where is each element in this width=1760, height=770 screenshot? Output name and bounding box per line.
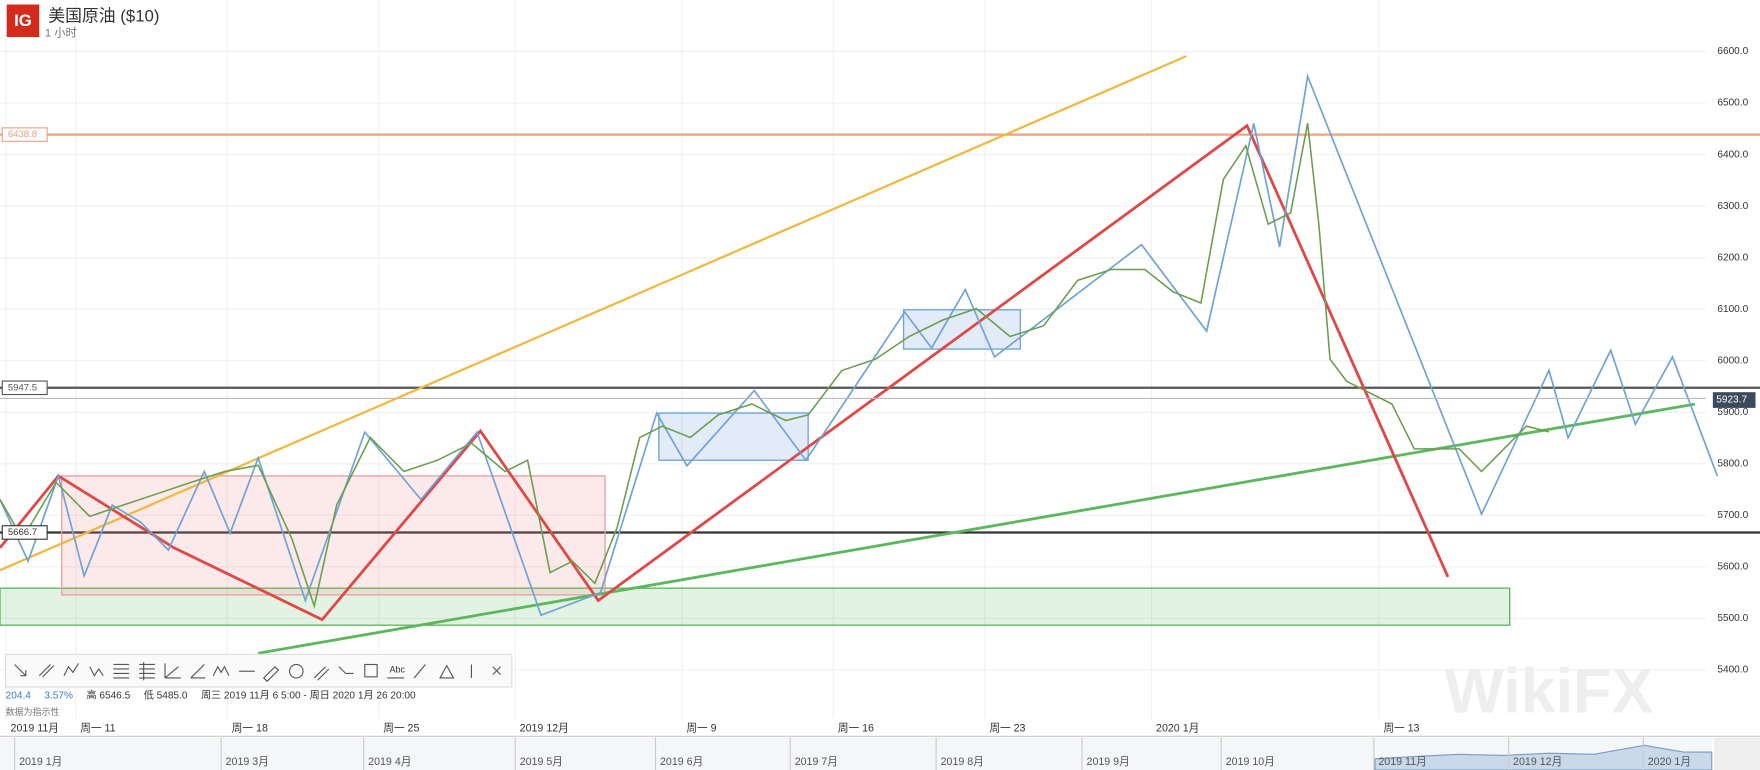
info-item: 204.4	[6, 691, 32, 702]
tool-icon[interactable]	[164, 663, 181, 679]
toolbar-box	[5, 653, 513, 688]
drawings	[0, 55, 1719, 655]
range-box	[902, 309, 1021, 350]
tool-icon[interactable]	[338, 666, 354, 675]
info-row: 204.4 3.57% 高 6546.5 低 5485.0 周三 2019 11月 6 …	[6, 689, 416, 702]
note: 数据为指示性	[6, 706, 60, 717]
level-label: 5947.5	[8, 382, 37, 393]
y-tick-label: 5600.0	[1717, 562, 1748, 573]
tool-icon[interactable]	[14, 664, 27, 677]
level-tag	[1, 525, 48, 540]
logo	[6, 4, 40, 38]
navigator-label: 2019 6月	[660, 756, 703, 768]
navigator-label: 2020 1月	[1648, 756, 1691, 768]
navigator-label: 2019 5月	[520, 756, 563, 768]
x-tick-label: 周一 25	[383, 722, 419, 734]
tool-icon[interactable]	[89, 666, 104, 677]
navigator-label: 2019 7月	[795, 756, 838, 768]
tool-icon[interactable]	[313, 666, 330, 681]
close-icon[interactable]	[492, 666, 502, 675]
range-box	[658, 412, 809, 461]
x-tick-label: 周一 9	[686, 722, 716, 734]
interval: 1 小时	[45, 27, 77, 40]
y-tick-label: 6400.0	[1717, 149, 1748, 160]
y-tick-label: 5500.0	[1717, 613, 1748, 624]
navigator-label: 2019 11月	[1378, 756, 1426, 768]
price-line	[0, 123, 1550, 609]
watermark: WikiFX	[1445, 657, 1654, 727]
navigator-label: 2019 12月	[1513, 756, 1562, 768]
tool-icon[interactable]	[113, 663, 130, 679]
level-label: 5666.7	[8, 527, 37, 538]
y-tick-label: 6500.0	[1717, 98, 1748, 109]
logo-text: IG	[14, 11, 32, 30]
navigator-handle[interactable]	[1713, 737, 1760, 770]
tool-icon[interactable]	[212, 665, 230, 676]
tool-icon[interactable]	[63, 663, 80, 676]
tool-label: Abc	[389, 664, 405, 674]
info-item: 周三 2019 11月 6 5:00 - 周日 2020 1月 26 20:00	[201, 690, 416, 702]
x-tick-label: 周一 23	[989, 722, 1025, 734]
y-tick-label: 6300.0	[1717, 201, 1748, 212]
info-item: 低 5485.0	[144, 689, 188, 702]
tool-icon[interactable]	[190, 664, 206, 679]
title: 美国原油 ($10)	[48, 6, 159, 25]
series	[0, 123, 1550, 609]
level-label: 6438.8	[8, 129, 37, 140]
zigzag	[0, 123, 1450, 622]
navigator-label: 2019 8月	[941, 756, 984, 768]
y-tick-label: 6000.0	[1717, 355, 1748, 366]
navigator-label: 2019 1月	[19, 756, 62, 768]
navigator-area	[1374, 744, 1713, 770]
y-tick-label: 5900.0	[1717, 407, 1748, 418]
y-tick-label: 6100.0	[1717, 304, 1748, 315]
y-tick-label: 6600.0	[1717, 46, 1748, 57]
tool-icon[interactable]	[139, 662, 155, 681]
wave	[0, 73, 1719, 617]
last-price-tag	[1712, 392, 1756, 408]
last-price-label: 5923.7	[1716, 395, 1747, 406]
toolbar	[5, 653, 513, 688]
grid	[0, 0, 1760, 719]
tool-icon[interactable]	[364, 663, 378, 678]
navigator-labels: 2019 1月 2019 3月 2019 4月 2019 5月 2019 6月 2019 …	[14, 737, 1691, 770]
y-tick-label: 5800.0	[1717, 458, 1748, 469]
x-tick-label: 周一 11	[80, 722, 115, 734]
x-tick-label: 周一 18	[232, 722, 268, 734]
level-tag	[1, 380, 48, 396]
x-tick-label: 2019 12月	[520, 722, 569, 734]
y-tick-label: 5700.0	[1717, 510, 1748, 521]
y-tick-label: 6200.0	[1717, 252, 1748, 263]
navigator-label: 2019 10月	[1226, 756, 1275, 768]
level-tag	[1, 127, 48, 142]
navigator-label: 2019 9月	[1087, 756, 1130, 768]
x-tick-label: 2020 1月	[1156, 722, 1199, 734]
info-item: 3.57%	[44, 691, 73, 702]
x-tick-label: 周一 16	[838, 722, 874, 734]
navigator-label: 2019 3月	[226, 756, 269, 768]
x-tick-label: 2019 11月	[11, 722, 59, 734]
navigator-label: 2019 4月	[368, 756, 411, 768]
tool-icon[interactable]	[413, 664, 426, 679]
x-tick-label: 周一 13	[1383, 722, 1419, 734]
tool-icon[interactable]	[38, 664, 55, 678]
y-tick-label: 5400.0	[1717, 665, 1748, 676]
tool-icon[interactable]	[439, 664, 455, 679]
trend-line	[257, 402, 1696, 655]
info-item: 高 6546.5	[86, 689, 130, 702]
tool-icon[interactable]	[289, 663, 304, 679]
tool-icon[interactable]	[262, 665, 280, 683]
